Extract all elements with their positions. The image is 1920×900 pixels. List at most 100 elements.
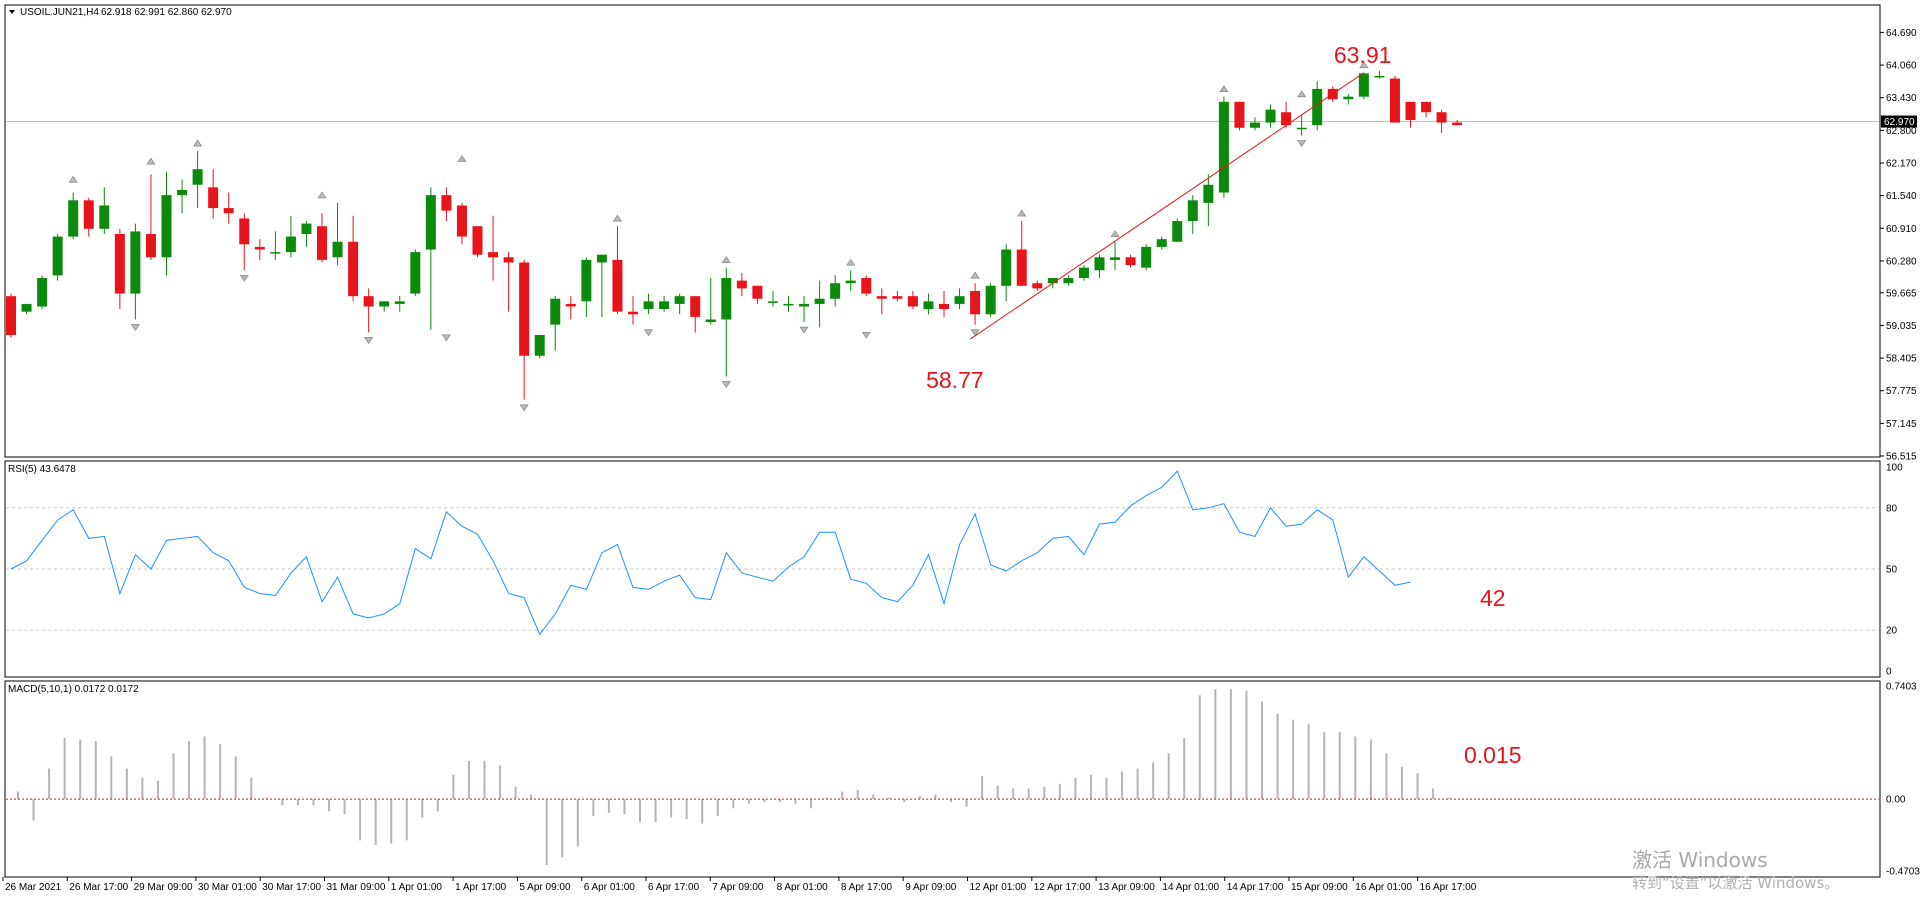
candle-body [783, 303, 794, 306]
fractal-up-arrow [317, 191, 327, 199]
dropdown-arrow-icon[interactable] [9, 10, 15, 14]
candle-body [519, 262, 530, 356]
candle-body [1187, 200, 1198, 222]
candle-body [814, 298, 825, 304]
candle-body [1172, 221, 1183, 242]
time-tick-label: 12 Apr 01:00 [970, 882, 1027, 893]
macd-panel-frame [4, 680, 1881, 878]
candle-body [534, 335, 545, 356]
candle-body [114, 233, 125, 294]
price-tick-label: 59.665 [1886, 288, 1917, 299]
candle-body [285, 236, 296, 253]
macd-tick-label: 0.00 [1886, 795, 1906, 806]
candle-body [1421, 101, 1432, 113]
candle-body [1436, 112, 1447, 123]
candle-body [348, 241, 359, 297]
fractal-down-arrow [799, 326, 809, 334]
time-tick-label: 7 Apr 09:00 [712, 882, 764, 893]
candle-body [1032, 283, 1043, 289]
price-tick-label: 56.515 [1886, 452, 1917, 463]
time-tick-label: 16 Apr 17:00 [1420, 882, 1477, 893]
fractal-up-arrow [846, 258, 856, 266]
price-tick-label: 60.280 [1886, 256, 1917, 267]
candle-body [1452, 122, 1463, 126]
candle-body [954, 296, 965, 304]
price-series: 63.91 58.77 [6, 42, 1463, 412]
candle-body [923, 301, 934, 310]
candle-body [907, 296, 918, 307]
ohlc-readout: 62.918 62.991 62.860 62.970 [101, 7, 232, 18]
candle-body [488, 252, 499, 258]
candle-body [208, 187, 219, 209]
candle-body [99, 205, 110, 229]
time-tick-label: 8 Apr 17:00 [841, 882, 893, 893]
candle-body [659, 301, 670, 310]
candle-body [876, 296, 887, 299]
time-tick-label: 6 Apr 01:00 [584, 882, 636, 893]
price-tick-label: 63.430 [1886, 93, 1917, 104]
price-tick-label: 62.800 [1886, 126, 1917, 137]
fractal-down-arrow [1297, 140, 1307, 148]
fractal-up-arrow [1297, 90, 1307, 98]
time-tick-label: 6 Apr 17:00 [648, 882, 700, 893]
candle-body [68, 200, 79, 237]
price-tick-label: 60.910 [1886, 224, 1917, 235]
time-tick-label: 26 Mar 2021 [5, 882, 62, 893]
rsi-line [10, 470, 1411, 636]
candle-body [1047, 278, 1058, 284]
fractal-down-arrow [239, 274, 249, 282]
candle-body [1156, 239, 1167, 247]
fractal-up-arrow [146, 157, 156, 165]
rsi-tick-label: 50 [1886, 565, 1898, 576]
fractal-up-arrow [1359, 61, 1369, 69]
candle-body [223, 208, 234, 214]
price-tick-label: 62.170 [1886, 158, 1917, 169]
candle-body [130, 231, 141, 294]
candle-body [1265, 109, 1276, 123]
time-tick-label: 30 Mar 01:00 [198, 882, 257, 893]
candle-body [752, 285, 763, 299]
rsi-tick-label: 0 [1886, 667, 1892, 678]
candle-body [472, 226, 483, 255]
candle-body [254, 246, 265, 250]
macd-series: 0.7403 0.00 -0.4703 [6, 682, 1920, 878]
time-tick-label: 31 Mar 09:00 [327, 882, 386, 893]
candle-body [363, 296, 374, 307]
current-price-label: 62.970 [1884, 117, 1915, 128]
time-tick-label: 8 Apr 01:00 [777, 882, 829, 893]
candle-body [52, 236, 63, 276]
candle-body [1141, 246, 1152, 268]
candle-body [643, 301, 654, 310]
macd-tick-label: 0.7403 [1886, 682, 1917, 693]
candle-body [767, 301, 778, 303]
candle-body [1358, 73, 1369, 97]
candle-body [1389, 78, 1400, 123]
price-axis: 64.690 64.060 63.430 62.800 62.170 61.540 60.9… [6, 28, 1917, 463]
candle-body [596, 254, 607, 263]
watermark-line1: 激活 Windows [1632, 848, 1768, 872]
candle-body [145, 233, 156, 258]
candle-body [379, 301, 390, 307]
candle-body [970, 290, 981, 315]
price-tick-label: 61.540 [1886, 191, 1917, 202]
candle-body [736, 280, 747, 289]
time-tick-label: 29 Mar 09:00 [134, 882, 193, 893]
candle-body [1203, 184, 1214, 203]
fractal-down-arrow [721, 381, 731, 389]
candle-body [892, 296, 903, 299]
time-tick-label: 9 Apr 09:00 [905, 882, 957, 893]
fractal-up-arrow [970, 271, 980, 279]
candle-body [1063, 278, 1074, 284]
candle-body [1296, 127, 1307, 130]
rsi-label: RSI(5) 43.6478 [8, 464, 76, 475]
time-tick-label: 26 Mar 17:00 [69, 882, 128, 893]
candle-body [456, 205, 467, 237]
candle-body [425, 195, 436, 250]
candle-body [985, 285, 996, 315]
candle-body [1234, 101, 1245, 128]
candle-body [161, 195, 172, 258]
fractal-down-arrow [970, 329, 980, 337]
time-tick-label: 14 Apr 01:00 [1162, 882, 1219, 893]
rsi-series: 100 80 50 20 0 [6, 463, 1903, 678]
